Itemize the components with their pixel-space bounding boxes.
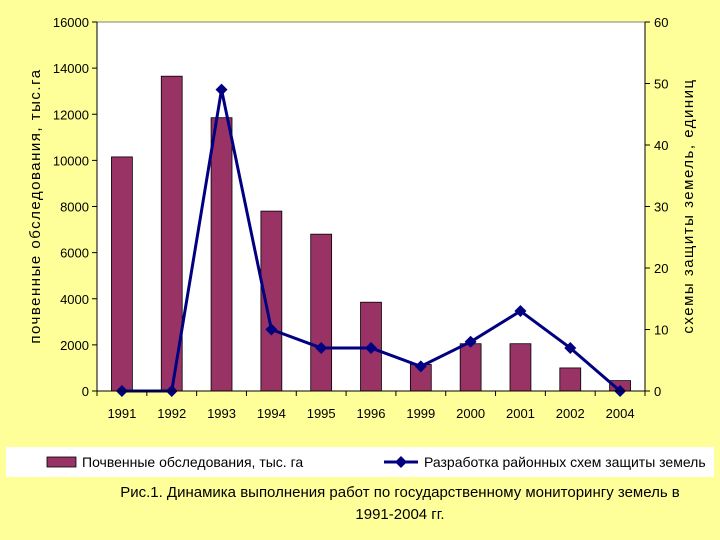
- legend-bar-label: Почвенные обследования, тыс. га: [82, 454, 303, 470]
- legend-line-label: Разработка районных схем защиты земель: [424, 454, 706, 470]
- y2-tick-label: 40: [654, 138, 668, 153]
- y2-tick-label: 10: [654, 323, 668, 338]
- x-tick-label: 1992: [157, 406, 186, 421]
- y2-axis-title: схемы защиты земель, единиц: [680, 78, 697, 333]
- bar: [210, 117, 233, 392]
- x-tick-label: 1996: [357, 406, 386, 421]
- axes-layer: 0 2000 4000 6000 8000 10000 12000 14000 16000 0 10…: [53, 15, 669, 421]
- x-tick-label: 1994: [257, 406, 286, 421]
- line-point-marker: [564, 341, 577, 354]
- legend-box: [6, 447, 714, 477]
- y-tick-label: 0: [82, 384, 89, 399]
- bars-layer: [111, 75, 631, 392]
- line-point-marker: [514, 305, 527, 318]
- figure-caption: Рис.1. Динамика выполнения работ по госу…: [100, 482, 700, 526]
- y2-tick-label: 50: [654, 77, 668, 92]
- line-point-marker: [365, 341, 377, 354]
- bar: [559, 367, 582, 392]
- x-tick-label: 2004: [606, 406, 635, 421]
- x-tick-label: 2000: [456, 406, 485, 421]
- y2-tick-label: 0: [654, 384, 661, 399]
- x-tick-label: 2001: [506, 406, 535, 421]
- x-tick-label: 1995: [307, 406, 336, 421]
- line-point-marker: [265, 323, 278, 336]
- x-tick-label: 1999: [406, 406, 435, 421]
- line-point-marker: [315, 341, 328, 354]
- legend-bar-swatch: [46, 456, 77, 468]
- bar: [509, 343, 532, 392]
- x-tick-label: 1993: [207, 406, 236, 421]
- x-tick-label: 2002: [556, 406, 585, 421]
- y-tick-label: 12000: [53, 107, 89, 122]
- x-tick-label: 1991: [107, 406, 136, 421]
- bar: [310, 233, 333, 392]
- caption-line-1: Рис.1. Динамика выполнения работ по госу…: [120, 484, 680, 501]
- line-point-marker: [215, 83, 228, 96]
- y2-tick-label: 20: [654, 261, 668, 276]
- y-tick-label: 2000: [60, 338, 89, 353]
- y-axis-title: почвенные обследования, тыс.га: [27, 68, 44, 343]
- legend: Почвенные обследования, тыс. га Разработ…: [6, 447, 714, 477]
- caption-line-2: 1991-2004 гг.: [355, 506, 445, 523]
- y-tick-label: 16000: [53, 15, 89, 30]
- line-point-marker: [414, 360, 427, 373]
- y-tick-label: 8000: [60, 200, 89, 215]
- legend-line-marker: [395, 456, 407, 468]
- bar: [111, 156, 133, 392]
- line-point-marker: [464, 335, 477, 348]
- y-tick-label: 10000: [53, 153, 89, 168]
- y-tick-label: 4000: [60, 292, 89, 307]
- y2-tick-label: 30: [654, 200, 668, 215]
- y2-tick-label: 60: [654, 15, 668, 30]
- y-tick-label: 6000: [60, 246, 89, 261]
- bar: [459, 343, 482, 392]
- y-tick-label: 14000: [53, 61, 89, 76]
